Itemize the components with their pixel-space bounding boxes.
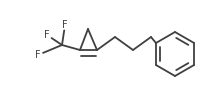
Text: F: F: [35, 50, 41, 60]
Text: F: F: [44, 30, 50, 40]
Text: F: F: [62, 20, 68, 30]
